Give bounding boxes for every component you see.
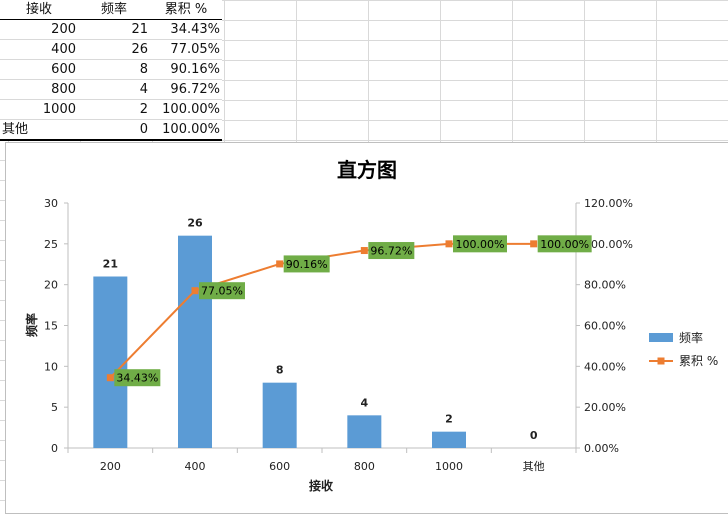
x-axis-title: 接收 [309, 478, 333, 493]
table-row: 400 26 77.05% [0, 39, 222, 60]
cumulative-value-label: 34.43% [116, 372, 158, 385]
legend-line-label: 累积 % [679, 354, 718, 368]
x-tick-label: 1000 [435, 460, 463, 473]
x-tick-label: 400 [185, 460, 206, 473]
cumulative-label-box [114, 369, 161, 387]
table-cell[interactable]: 8 [78, 59, 150, 80]
chart-canvas: 直方图 接收 频率 0510152025300.00%20.00%40.00%6… [24, 158, 718, 493]
legend-line-marker [657, 357, 665, 365]
y-tick-label: 10 [44, 360, 58, 373]
x-tick-label: 200 [100, 460, 121, 473]
histogram-bar [93, 276, 128, 448]
y2-tick-label: 20.00% [584, 401, 626, 414]
cumulative-marker [106, 374, 114, 382]
table-row: 1000 2 100.00% [0, 99, 222, 120]
cumulative-value-label: 77.05% [201, 285, 243, 298]
histogram-chart[interactable]: 直方图 接收 频率 0 5 10 15 20 25 30 0.00% 20.00% 40.00% 6… [5, 142, 728, 514]
cumulative-marker [360, 247, 368, 255]
legend-bar-label: 频率 [679, 330, 703, 345]
cumulative-value-label: 90.16% [286, 258, 328, 271]
table-row: 200 21 34.43% [0, 19, 222, 40]
y2-tick-label: 0.00% [584, 442, 619, 455]
chart-title: 直方图 [337, 158, 397, 182]
cumulative-label-box [283, 255, 330, 273]
y2-tick-label: 120.00% [584, 197, 633, 210]
bar-value-label: 26 [187, 217, 203, 230]
table-cell[interactable]: 96.72% [150, 79, 222, 100]
histogram-bar [178, 235, 212, 448]
y-tick-label: 15 [44, 320, 58, 333]
bar-value-label: 2 [445, 413, 453, 426]
header-cell-frequency[interactable]: 频率 [78, 0, 150, 20]
histogram-bar [432, 431, 466, 448]
header-cell-bin[interactable]: 接收 [0, 0, 78, 20]
table-cell[interactable]: 200 [0, 19, 78, 40]
cumulative-marker [191, 287, 199, 295]
frequency-table: 接收 频率 累积 % 200 21 34.43% 400 26 77.05% 6… [0, 0, 222, 141]
table-cell[interactable]: 26 [78, 39, 150, 60]
x-tick-label: 其他 [523, 460, 545, 473]
cumulative-value-label: 96.72% [370, 245, 412, 258]
bar-series [93, 235, 466, 448]
legend-bar-swatch [649, 333, 673, 342]
table-cell[interactable]: 0 [78, 119, 150, 141]
table-cell[interactable]: 21 [78, 19, 150, 40]
y2-tick-label: 80.00% [584, 279, 626, 292]
table-cell[interactable]: 600 [0, 59, 78, 80]
table-cell[interactable]: 34.43% [150, 19, 222, 40]
x-tick-label: 800 [354, 460, 375, 473]
y-tick-label: 25 [44, 238, 58, 251]
bar-value-label: 0 [530, 429, 538, 442]
header-cell-cumulative[interactable]: 累积 % [150, 0, 222, 20]
chart-axes: 0510152025300.00%20.00%40.00%60.00%80.00… [44, 197, 633, 473]
histogram-bar [347, 415, 382, 448]
y-tick-label: 20 [44, 279, 58, 292]
cumulative-label-box [453, 235, 507, 253]
table-cell[interactable]: 400 [0, 39, 78, 60]
cumulative-marker [445, 240, 453, 248]
cumulative-marker [530, 240, 538, 248]
table-cell[interactable]: 100.00% [150, 119, 222, 141]
cumulative-value-label: 100.00% [540, 238, 589, 251]
cumulative-label-box [368, 242, 415, 260]
table-cell[interactable]: 其他 [0, 119, 78, 141]
table-row: 其他 0 100.00% [0, 119, 222, 141]
cumulative-label-box [199, 282, 245, 300]
y-tick-label: 5 [51, 401, 58, 414]
y2-tick-label: 100.00% [584, 238, 633, 251]
y2-tick-label: 40.00% [584, 360, 626, 373]
y-tick-label: 30 [44, 197, 58, 210]
table-cell[interactable]: 1000 [0, 99, 78, 120]
bar-value-label: 8 [276, 364, 284, 377]
table-cell[interactable]: 90.16% [150, 59, 222, 80]
table-header-row: 接收 频率 累积 % [0, 0, 222, 20]
table-cell[interactable]: 2 [78, 99, 150, 120]
table-row: 600 8 90.16% [0, 59, 222, 80]
table-cell[interactable]: 77.05% [150, 39, 222, 60]
data-labels: 21 26 8 4 2 0 34.43% 77.05% 90.16% 96.72% 100.00% 1… [103, 217, 592, 442]
x-tick-label: 600 [269, 460, 290, 473]
histogram-bar [262, 382, 297, 448]
y2-tick-label: 60.00% [584, 320, 626, 333]
cumulative-value-label: 100.00% [456, 238, 505, 251]
table-cell[interactable]: 4 [78, 79, 150, 100]
table-cell[interactable]: 800 [0, 79, 78, 100]
table-row: 800 4 96.72% [0, 79, 222, 100]
bar-value-label: 21 [103, 258, 118, 271]
table-cell[interactable]: 100.00% [150, 99, 222, 120]
y-tick-label: 0 [51, 442, 58, 455]
bar-value-label: 4 [361, 396, 369, 409]
cumulative-marker [276, 260, 284, 268]
cumulative-label-box [537, 235, 592, 253]
y-axis-title: 频率 [24, 313, 39, 337]
